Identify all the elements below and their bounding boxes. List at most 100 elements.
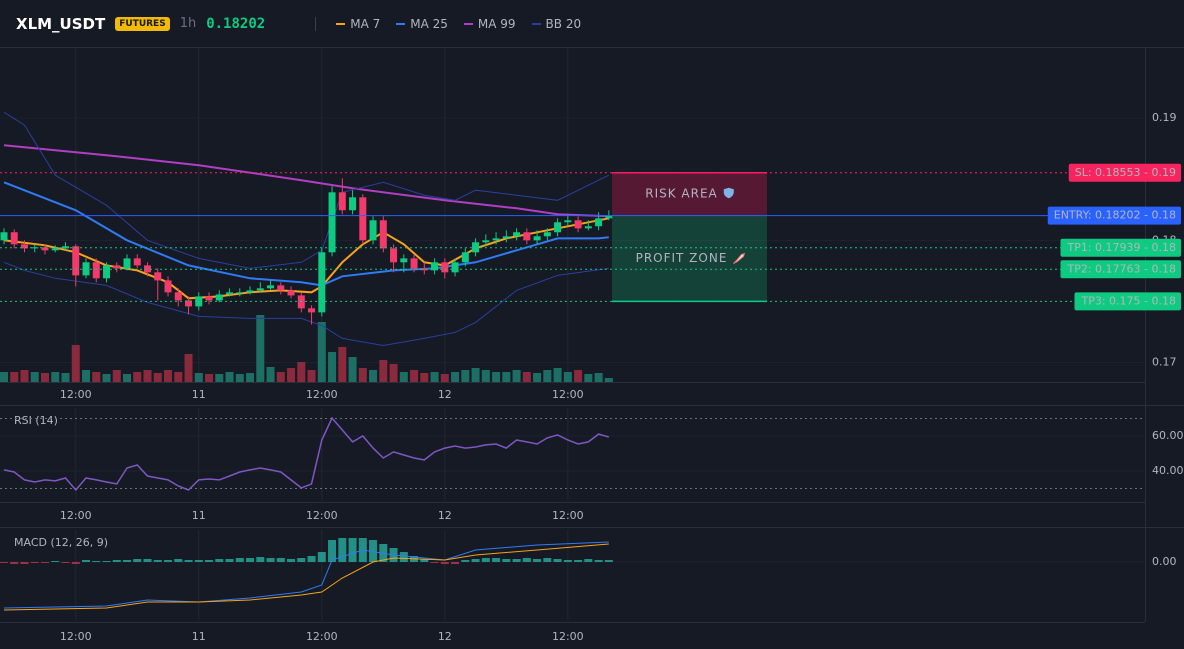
ma-line bbox=[3, 217, 609, 300]
legend-swatch bbox=[463, 22, 473, 25]
panel-title: MACD (12, 26, 9) bbox=[14, 536, 108, 549]
candle-body bbox=[41, 247, 49, 251]
legend-label: BB 20 bbox=[545, 16, 582, 31]
volume-bar bbox=[246, 373, 255, 382]
candle-body bbox=[246, 290, 254, 293]
histogram-bar bbox=[225, 559, 234, 562]
volume-bar bbox=[522, 372, 531, 382]
histogram-bar bbox=[276, 558, 285, 562]
symbol[interactable]: XLM_USDT bbox=[16, 14, 106, 33]
macd-line bbox=[3, 543, 609, 611]
zone-label: RISK AREA bbox=[645, 187, 718, 201]
frame bbox=[0, 47, 1184, 623]
volume-bar bbox=[41, 373, 50, 382]
candle-body bbox=[51, 248, 59, 251]
volume-bar bbox=[133, 372, 142, 382]
y-tick-label: 40.00 bbox=[1152, 464, 1184, 477]
legend-item[interactable]: BB 20 bbox=[531, 16, 582, 31]
header: XLM_USDT FUTURES 1h 0.18202 MA 7 MA 25 MA … bbox=[0, 0, 1184, 47]
histogram-bar bbox=[512, 559, 521, 562]
ma-line bbox=[3, 111, 610, 269]
level-label: SL: 0.18553 - 0.19 bbox=[1075, 166, 1176, 179]
x-tick-label: 12:00 bbox=[552, 630, 584, 643]
candle-body bbox=[174, 292, 182, 301]
candle-body bbox=[0, 232, 8, 241]
y-tick-label: 0.19 bbox=[1152, 111, 1177, 124]
volume-bar bbox=[297, 362, 306, 382]
badge: FUTURES bbox=[115, 16, 170, 31]
histogram-bar bbox=[492, 558, 501, 562]
volume-bar bbox=[461, 370, 470, 382]
candle-body bbox=[523, 232, 531, 241]
volume-bar bbox=[492, 372, 501, 382]
volume-bar bbox=[594, 373, 603, 382]
x-tick-label: 11 bbox=[192, 388, 206, 401]
rsi-line bbox=[3, 416, 610, 492]
candle-body bbox=[390, 248, 398, 263]
level-tag bbox=[1068, 163, 1181, 182]
legend-item[interactable]: MA 99 bbox=[463, 17, 516, 31]
candle-body bbox=[287, 290, 295, 296]
level-label: TP1: 0.17939 - 0.18 bbox=[1067, 241, 1177, 254]
volume-bar bbox=[143, 370, 152, 382]
volume-bar bbox=[287, 368, 296, 382]
candle-body bbox=[318, 252, 326, 313]
zone-label: PROFIT ZONE bbox=[636, 251, 728, 265]
histogram-bar bbox=[533, 559, 542, 562]
volume-bar bbox=[235, 374, 244, 382]
legend-item[interactable]: MA 7 bbox=[336, 17, 380, 31]
level-label: TP3: 0.175 - 0.18 bbox=[1081, 294, 1177, 307]
candle-body bbox=[410, 258, 418, 269]
volume-bar bbox=[574, 370, 583, 382]
histogram-bar bbox=[584, 559, 593, 562]
candle-body bbox=[574, 220, 582, 229]
histogram-bar bbox=[369, 540, 378, 562]
last-price: 0.18202 bbox=[206, 15, 266, 32]
histogram-bar bbox=[235, 558, 244, 562]
candle-body bbox=[543, 232, 551, 237]
histogram-bar bbox=[502, 559, 511, 562]
volume-bar bbox=[358, 368, 367, 382]
y-tick-label: 0.00 bbox=[1152, 555, 1177, 568]
volume-bar bbox=[604, 378, 613, 382]
candle-body bbox=[21, 244, 29, 249]
histogram-bar bbox=[143, 559, 152, 562]
candle-body bbox=[564, 220, 572, 223]
histogram-bar bbox=[184, 560, 193, 562]
volume-bar bbox=[266, 367, 275, 382]
candle-body bbox=[256, 288, 264, 291]
candle-body bbox=[215, 294, 223, 301]
candle-body bbox=[431, 262, 439, 271]
histogram-bar bbox=[348, 538, 357, 562]
legend-label: MA 25 bbox=[410, 16, 448, 31]
x-tick-label: 12 bbox=[438, 388, 452, 401]
histogram-bar bbox=[51, 561, 60, 562]
volume-bar bbox=[205, 374, 214, 382]
interval[interactable]: 1h bbox=[179, 16, 197, 31]
histogram-bar bbox=[317, 552, 326, 562]
volume-bar bbox=[194, 373, 203, 382]
volume-bar bbox=[502, 372, 511, 382]
candle-body bbox=[461, 252, 469, 263]
level-label: ENTRY: 0.18202 - 0.18 bbox=[1054, 209, 1176, 222]
x-tick-label: 12:00 bbox=[552, 388, 584, 401]
histogram-bar bbox=[92, 561, 101, 562]
volume-bar bbox=[153, 373, 162, 382]
volume-bar bbox=[0, 372, 8, 382]
legend-item[interactable]: MA 25 bbox=[396, 17, 448, 31]
candle-body bbox=[144, 265, 152, 273]
candle-body bbox=[584, 226, 592, 229]
histogram-bar bbox=[194, 560, 203, 562]
legend-swatch bbox=[336, 22, 346, 25]
volume-bar bbox=[533, 373, 542, 382]
volume-bar bbox=[440, 374, 449, 382]
histogram-bar bbox=[307, 556, 316, 562]
volume-bar bbox=[553, 368, 562, 382]
histogram-bar bbox=[61, 562, 70, 563]
x-tick-label: 12:00 bbox=[60, 630, 92, 643]
candle-body bbox=[595, 218, 603, 227]
candle-body bbox=[328, 192, 336, 253]
candle-body bbox=[154, 272, 162, 281]
volume-bar bbox=[20, 370, 29, 382]
